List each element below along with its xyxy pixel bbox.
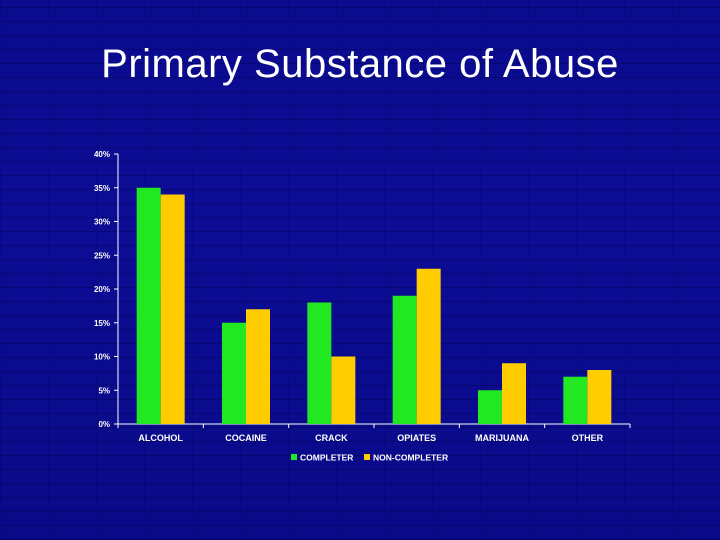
x-category-label: MARIJUANA: [475, 433, 530, 443]
y-tick-label: 25%: [94, 251, 110, 260]
bar-completer-opiates: [392, 295, 417, 424]
chart-legend: COMPLETER NON-COMPLETER: [291, 453, 448, 463]
bar-non-completer-opiates: [416, 268, 441, 424]
y-tick-label: 0%: [98, 420, 110, 429]
legend-swatch-non-completer: [364, 454, 370, 460]
y-tick-label: 35%: [94, 184, 110, 193]
bar-completer-crack: [307, 302, 332, 424]
x-category-label: CRACK: [315, 433, 348, 443]
y-tick-label: 40%: [94, 150, 110, 159]
bar-non-completer-cocaine: [246, 309, 270, 424]
legend-label: NON-COMPLETER: [373, 453, 448, 463]
bar-non-completer-alcohol: [160, 194, 185, 424]
y-axis-ticks: 0% 5% 10% 15% 20% 25% 30% 35% 40%: [94, 150, 118, 429]
y-tick-label: 5%: [98, 386, 110, 395]
bar-completer-cocaine: [222, 322, 246, 424]
x-category-label: ALCOHOL: [138, 433, 183, 443]
y-tick-label: 10%: [94, 353, 110, 362]
bar-completer-marijuana: [478, 390, 502, 424]
x-category-label: COCAINE: [225, 433, 267, 443]
bar-non-completer-other: [587, 370, 612, 424]
bar-non-completer-crack: [331, 356, 356, 424]
slide-title: Primary Substance of Abuse: [101, 42, 619, 86]
x-category-label: OTHER: [572, 433, 604, 443]
bar-non-completer-marijuana: [502, 363, 526, 424]
bar-completer-other: [563, 376, 588, 424]
y-tick-label: 15%: [94, 319, 110, 328]
bar-completer-alcohol: [136, 187, 161, 424]
x-category-label: OPIATES: [397, 433, 436, 443]
chart-bars: [136, 187, 612, 424]
legend-label: COMPLETER: [300, 453, 353, 463]
y-tick-label: 30%: [94, 218, 110, 227]
legend-swatch-completer: [291, 454, 297, 460]
x-axis-labels: ALCOHOL COCAINE CRACK OPIATES MARIJUANA OTHER: [117, 424, 631, 443]
y-tick-label: 20%: [94, 285, 110, 294]
chart-axes: [117, 154, 630, 425]
